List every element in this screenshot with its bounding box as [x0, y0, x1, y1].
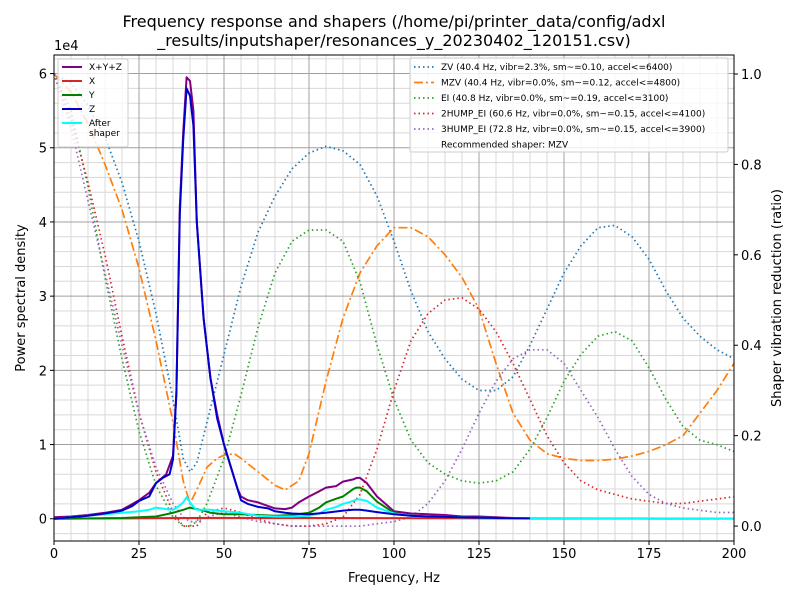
shaper-line — [53, 73, 735, 527]
y-tick-label: 3 — [39, 290, 47, 305]
y-axis-label: Power spectral density — [14, 224, 29, 372]
y2-tick-label: 0.8 — [741, 158, 762, 173]
y-tick-label: 0 — [39, 513, 47, 528]
psd-line — [53, 87, 531, 520]
plot-lines — [53, 73, 735, 527]
x-tick-label: 150 — [552, 547, 577, 562]
y2-tick-label: 1.0 — [741, 68, 762, 83]
y-tick-label: 5 — [39, 142, 47, 157]
shaper-line — [53, 73, 734, 527]
legend-left-label: Y — [88, 91, 95, 101]
x-tick-label: 200 — [722, 547, 747, 562]
x-tick-label: 100 — [382, 547, 407, 562]
x-axis: 0 25 50 75 100 125 150 175 200 — [50, 541, 747, 562]
legend-right-box — [409, 57, 729, 153]
y2-tick-label: 0.2 — [741, 430, 762, 445]
legend-left-label: X+Y+Z — [89, 63, 122, 73]
legend-right-label: ZV (40.4 Hz, vibr=2.3%, sm~=0.10, accel<… — [441, 63, 672, 73]
y2-tick-label: 0.4 — [741, 339, 762, 354]
chart-title-line1: Frequency response and shapers (/home/pi… — [122, 12, 665, 32]
x-axis-label: Frequency, Hz — [348, 571, 440, 586]
x-tick-label: 0 — [50, 547, 58, 562]
y-tick-label: 6 — [39, 68, 47, 83]
y2-axis: 0.0 0.2 0.4 0.6 0.8 1.0 — [734, 68, 762, 535]
legend-left-label: Z — [89, 105, 95, 115]
y-offset-label: 1e4 — [54, 39, 79, 54]
recommended-shaper-text: Recommended shaper: MZV — [441, 141, 569, 151]
legend-right-label: 3HUMP_EI (72.8 Hz, vibr=0.0%, sm~=0.15, … — [441, 125, 705, 135]
legend-left-label: After — [89, 119, 111, 129]
x-tick-label: 175 — [637, 547, 662, 562]
legend-left-label: shaper — [89, 129, 120, 139]
legend-right-label: 2HUMP_EI (60.6 Hz, vibr=0.0%, sm~=0.15, … — [441, 110, 705, 120]
legend-right-label: EI (40.8 Hz, vibr=0.0%, sm~=0.19, accel<… — [441, 94, 668, 104]
y2-axis-label: Shaper vibration reduction (ratio) — [770, 189, 785, 407]
x-tick-label: 125 — [467, 547, 492, 562]
shaper-line — [53, 73, 735, 506]
x-tick-label: 50 — [216, 547, 233, 562]
y-tick-label: 1 — [39, 439, 47, 454]
legend-left-label: X — [89, 77, 95, 87]
y-tick-label: 4 — [39, 216, 47, 231]
y2-tick-label: 0.0 — [741, 520, 762, 535]
x-tick-label: 25 — [131, 547, 148, 562]
y-axis: 0 1 2 3 4 5 6 — [39, 68, 54, 528]
legend-right-label: MZV (40.4 Hz, vibr=0.0%, sm~=0.12, accel… — [441, 79, 680, 89]
legend-right: ZV (40.4 Hz, vibr=2.3%, sm~=0.10, accel<… — [409, 57, 729, 153]
x-tick-label: 75 — [301, 547, 318, 562]
psd-line — [53, 76, 514, 519]
chart-title-line2: _results/inputshaper/resonances_y_202304… — [156, 31, 631, 51]
y-tick-label: 2 — [39, 364, 47, 379]
y2-tick-label: 0.6 — [741, 249, 762, 264]
